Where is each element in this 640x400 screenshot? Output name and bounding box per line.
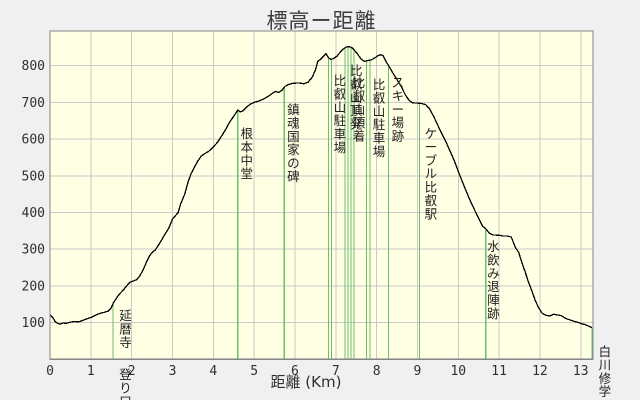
plot-border [49, 30, 594, 360]
waypoint-label: 水 [487, 239, 500, 254]
x-tick-label: 12 [532, 364, 548, 379]
waypoint-label: 家 [287, 142, 300, 157]
x-tick-label: 8 [373, 364, 381, 379]
waypoint-label: 修 [599, 371, 612, 386]
waypoint-label: 鎮 [287, 102, 300, 117]
waypoint-label: 魂 [287, 115, 300, 130]
waypoint-label: 跡 [392, 129, 405, 144]
waypoint-label: 頂 [350, 103, 363, 118]
waypoint-label: 車 [334, 127, 347, 142]
x-tick-label: 3 [169, 364, 177, 379]
waypoint-label: み [487, 266, 500, 281]
y-tick-label: 300 [22, 243, 45, 258]
waypoint-label: キ [392, 88, 405, 103]
y-tick-label: 400 [22, 206, 45, 221]
y-tick-label: 700 [22, 96, 45, 111]
waypoint-label: 比 [353, 75, 366, 90]
waypoint-label: 叡 [350, 76, 363, 91]
waypoint-label: 川 [599, 357, 612, 372]
waypoint-label: 白 [599, 344, 612, 359]
x-tick-label: 6 [291, 364, 299, 379]
x-axis-label: 距離 (Km) [270, 373, 342, 391]
elevation-curve [49, 45, 593, 329]
waypoint-label: 根 [241, 126, 254, 141]
waypoint-label: 国 [287, 129, 300, 144]
waypoint-label: 山 [334, 100, 347, 115]
waypoint-label: 比 [334, 73, 347, 88]
waypoint-label: 山 [350, 90, 363, 105]
x-tick-label: 1 [87, 364, 95, 379]
x-tick-label: 5 [250, 364, 258, 379]
waypoint-label: 駐 [373, 117, 386, 132]
waypoint-label: 碑 [287, 169, 300, 184]
waypoint-label: 口 [119, 394, 132, 400]
x-tick-label: 9 [414, 364, 422, 379]
waypoint-label: 飲 [487, 252, 500, 267]
waypoint-label: 学 [599, 384, 612, 399]
x-tick-label: 7 [332, 364, 340, 379]
x-tick-label: 2 [128, 364, 136, 379]
waypoint-label: 陣 [487, 293, 500, 308]
waypoint-label: 中 [241, 153, 254, 168]
waypoint-label: 比 [350, 63, 363, 78]
waypoint-label: ル [425, 166, 438, 181]
waypoint-label: ー [425, 139, 438, 154]
waypoint-label: 本 [241, 139, 254, 154]
waypoint-label: 比 [373, 77, 386, 92]
waypoint-label: 場 [373, 144, 386, 159]
y-tick-label: 500 [22, 169, 45, 184]
waypoint-label: り [119, 380, 132, 395]
x-tick-label: 11 [491, 364, 507, 379]
y-tick-label: 800 [22, 59, 45, 74]
waypoint-label: 叡 [353, 88, 366, 103]
y-tick-label: 200 [22, 279, 45, 294]
waypoint-label: 叡 [425, 193, 438, 208]
y-tick-label: 100 [22, 316, 45, 331]
waypoint-label: 延 [119, 308, 132, 323]
waypoint-label: 退 [487, 279, 500, 294]
waypoint-label: ブ [425, 153, 438, 168]
x-tick-label: 10 [450, 364, 466, 379]
waypoint-label: 山 [353, 102, 366, 117]
waypoint-label: 場 [392, 115, 405, 130]
waypoint-label: ケ [425, 126, 438, 141]
waypoint-label: ス [392, 75, 405, 90]
plot-area [50, 31, 593, 360]
waypoint-label: 頂 [353, 115, 366, 130]
waypoint-label: 場 [334, 140, 347, 155]
waypoint-label: 車 [373, 131, 386, 146]
waypoint-label: の [287, 156, 300, 171]
waypoint-label: 登 [119, 367, 132, 382]
waypoint-label: 駐 [334, 113, 347, 128]
waypoint-label: 発 [350, 117, 363, 132]
waypoint-label: 比 [425, 180, 438, 195]
waypoint-label: 寺 [119, 335, 132, 350]
x-tick-label: 4 [209, 364, 217, 379]
waypoint-label: 駅 [425, 206, 438, 221]
waypoint-label: 着 [353, 129, 366, 144]
y-tick-label: 600 [22, 133, 45, 148]
x-tick-label: 13 [573, 364, 589, 379]
waypoint-label: 叡 [373, 90, 386, 105]
chart-title: 標高ー距離 [266, 9, 377, 33]
waypoint-label: ー [392, 102, 405, 117]
x-tick-label: 0 [46, 364, 54, 379]
waypoint-label: 山 [373, 104, 386, 119]
waypoint-label: 叡 [334, 86, 347, 101]
waypoint-label: 堂 [241, 166, 254, 181]
waypoint-label: 暦 [119, 321, 132, 336]
waypoint-label: 跡 [487, 306, 500, 321]
